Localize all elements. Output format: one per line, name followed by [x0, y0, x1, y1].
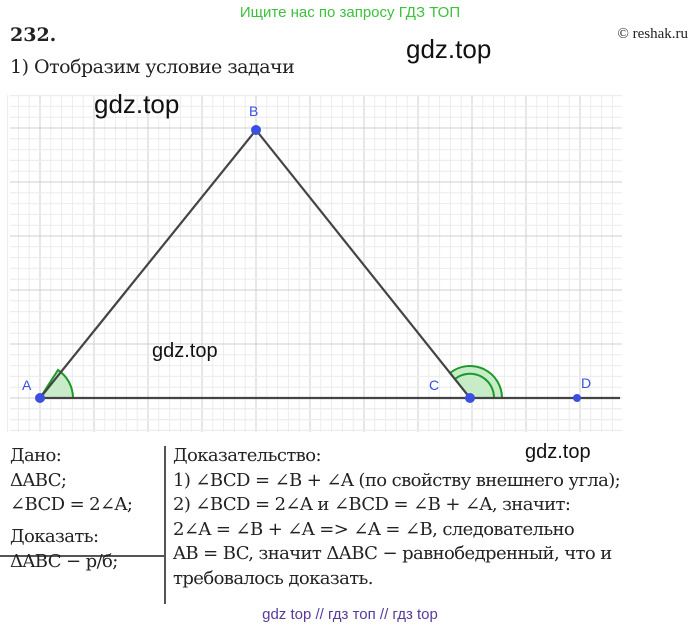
step-title: 1) Отобразим условие задачи [10, 56, 295, 78]
side-ab [39, 129, 257, 399]
watermark: gdz.top [152, 340, 218, 362]
given-divider [0, 555, 164, 557]
copyright: © reshak.ru [617, 26, 688, 42]
label-c: C [429, 377, 439, 393]
proof-block: Доказательство: 1) ∠BCD = ∠B + ∠A (по св… [173, 444, 621, 591]
point-d [573, 394, 581, 402]
watermark: gdz.top [525, 441, 591, 463]
prove-block: Доказать: ΔABC − р/б; [10, 525, 118, 574]
point-b [251, 125, 261, 135]
angle-a-mark [38, 368, 75, 399]
proof-line: AB = BC, значит ΔABC − равнобедренный, ч… [173, 543, 612, 564]
point-c [465, 393, 475, 403]
point-a [35, 393, 45, 403]
grid [7, 95, 622, 432]
side-bc [255, 129, 471, 399]
label-b: B [249, 103, 258, 119]
given-block: Дано: ΔABC; ∠BCD = 2∠A; [10, 444, 133, 518]
given-line: ΔABC; [10, 469, 67, 491]
proof-line: 2) ∠BCD = 2∠A и ∠BCD = ∠B + ∠A, значит: [173, 494, 571, 515]
proof-line: требовалось доказать. [173, 567, 373, 589]
footer-watermark: gdz top // гдз топ // гдз top [262, 606, 438, 623]
watermark: gdz.top [406, 34, 492, 64]
search-banner: Ищите нас по запросу ГДЗ ТОП [239, 4, 461, 21]
label-a: A [22, 377, 32, 393]
prove-title: Доказать: [10, 526, 99, 547]
vertical-divider [164, 446, 166, 604]
proof-line: 2∠A = ∠B + ∠A => ∠A = ∠B, следовательно [173, 518, 575, 540]
triangle-figure: A B C D [7, 95, 622, 432]
problem-number: 232. [10, 24, 57, 46]
proof-line: 1) ∠BCD = ∠B + ∠A (по свойству внешнего … [173, 469, 621, 491]
prove-line: ΔABC − р/б; [10, 550, 118, 572]
watermark: gdz.top [94, 89, 180, 119]
angle-c-inner-arc [454, 372, 496, 399]
given-title: Дано: [10, 445, 62, 466]
proof-title: Доказательство: [173, 445, 322, 466]
label-d: D [581, 375, 591, 391]
given-line: ∠BCD = 2∠A; [10, 494, 133, 515]
